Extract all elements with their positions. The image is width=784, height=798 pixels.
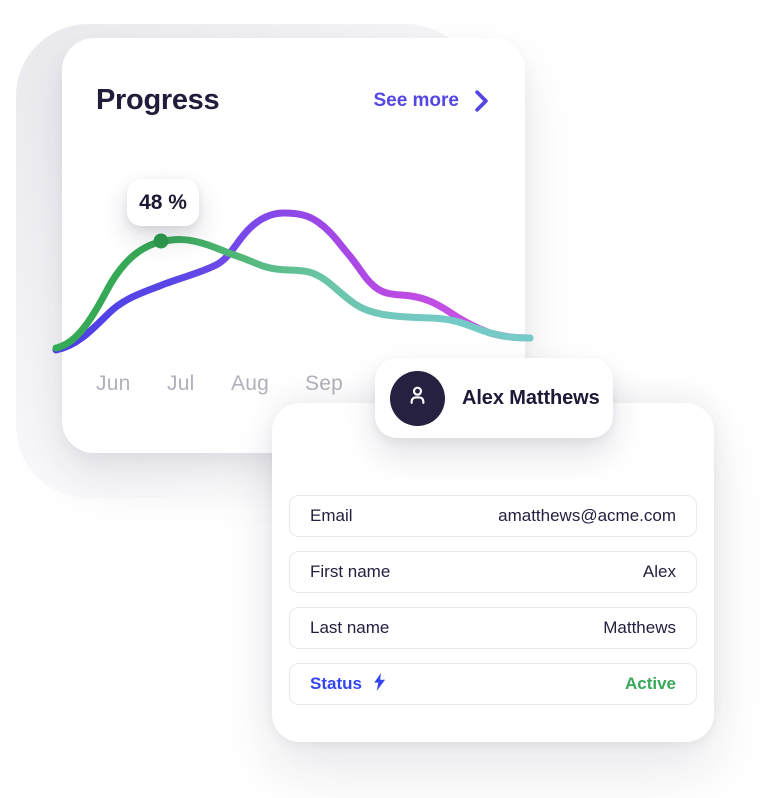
chart-line-comparison [52,209,534,354]
x-axis-label-jun: Jun [96,372,131,395]
status-label-group: Status [310,672,386,696]
user-badge[interactable]: Alex Matthews [375,358,613,438]
first-name-field[interactable]: First name Alex [289,551,697,593]
profile-fields: Email amatthews@acme.com First name Alex… [289,495,697,719]
chevron-right-icon [474,89,489,112]
x-axis-labels: Jun Jul Aug Sep [62,372,525,398]
email-label: Email [310,506,353,525]
last-name-value: Matthews [603,618,676,637]
status-label: Status [310,674,362,693]
progress-card-header: Progress See more [62,38,525,117]
x-axis-label-aug: Aug [231,372,269,395]
first-name-label: First name [310,562,391,581]
email-field[interactable]: Email amatthews@acme.com [289,495,697,537]
chart-tooltip: 48 % [127,179,199,226]
email-value: amatthews@acme.com [498,506,676,525]
chart-highlight-dot [153,233,169,249]
avatar [390,370,445,426]
status-badge: Active [624,674,676,693]
status-field[interactable]: Status Active [289,663,697,705]
first-name-value: Alex [642,562,676,581]
chart-line-current [52,236,534,352]
last-name-label: Last name [310,618,390,637]
progress-card: Progress See more [52,38,534,453]
see-more-label: See more [373,89,459,111]
progress-chart[interactable]: 48 % [52,170,534,400]
lightning-bolt-icon [373,672,386,696]
profile-card: Email amatthews@acme.com First name Alex… [272,403,714,742]
user-name: Alex Matthews [462,386,600,409]
x-axis-label-jul: Jul [167,372,195,395]
last-name-field[interactable]: Last name Matthews [289,607,697,649]
see-more-button[interactable]: See more [373,90,489,112]
x-axis-label-sep: Sep [305,372,343,395]
page-title: Progress [96,84,220,116]
person-icon [404,382,431,414]
